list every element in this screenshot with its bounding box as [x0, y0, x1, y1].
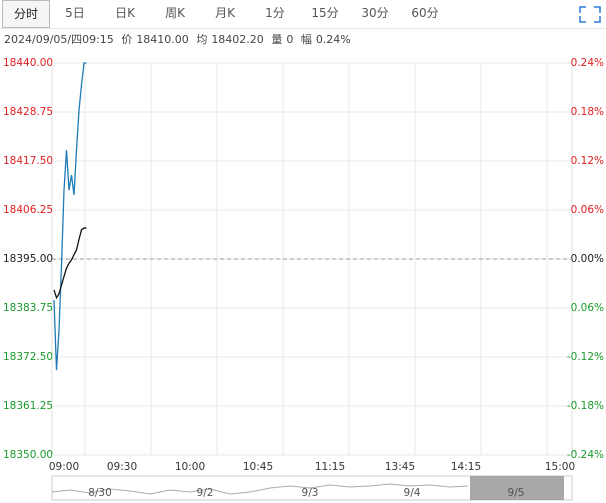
tab[interactable]: 月K: [215, 6, 235, 20]
y2-tick-label: -0.12%: [567, 351, 604, 363]
amplitude: 0.24%: [315, 33, 351, 46]
y2-tick-label: 0.00%: [571, 253, 604, 265]
navigator-window: [470, 476, 564, 500]
y-tick-label: 18372.50: [3, 351, 53, 363]
y2-tick-label: -0.18%: [567, 400, 604, 412]
label: 量: [271, 33, 283, 46]
x-tick-label: 09:30: [107, 461, 137, 473]
label: 价: [121, 33, 133, 46]
volume: 0: [286, 33, 294, 46]
price-line: [53, 227, 87, 300]
y-tick-label: 18417.50: [3, 155, 53, 167]
avg: 18402.20: [211, 33, 264, 46]
y2-tick-label: 0.12%: [571, 155, 604, 167]
navigator-label: 9/4: [404, 487, 421, 499]
y-tick-label: 18350.00: [3, 449, 53, 461]
y-tick-label: 18440.00: [3, 57, 53, 69]
y-tick-label: 18383.75: [3, 302, 53, 314]
y-tick-label: 18395.00: [3, 253, 53, 265]
y2-tick-label: 0.24%: [571, 57, 604, 69]
label: 均: [196, 33, 208, 46]
navigator-label: 9/5: [508, 487, 525, 499]
price-line: [53, 62, 87, 371]
price: 18410.00: [136, 33, 189, 46]
tab[interactable]: 15分: [311, 6, 339, 20]
tab[interactable]: 5日: [65, 6, 85, 20]
x-tick-label: 13:45: [385, 461, 415, 473]
navigator-label: 9/2: [197, 487, 214, 499]
label: 幅: [300, 33, 312, 46]
x-tick-label: 14:15: [451, 461, 481, 473]
x-tick-label: 11:15: [315, 461, 345, 473]
x-tick-label: 10:45: [243, 461, 273, 473]
x-tick-label: 09:00: [49, 461, 79, 473]
y-tick-label: 18361.25: [3, 400, 53, 412]
y2-tick-label: 0.06%: [571, 204, 604, 216]
tab[interactable]: 30分: [361, 6, 389, 20]
navigator-spark: [51, 483, 469, 495]
navigator-label: 8/30: [88, 487, 112, 499]
tab[interactable]: 分时: [2, 0, 50, 28]
tab[interactable]: 日K: [115, 6, 135, 20]
tab[interactable]: 60分: [411, 6, 439, 20]
navigator-label: 9/3: [302, 487, 319, 499]
y2-tick-label: -0.24%: [567, 449, 604, 461]
y-tick-label: 18428.75: [3, 106, 53, 118]
tab-bar: 分时 5日 日K 周K 月K 1分 15分 30分 60分: [0, 0, 606, 29]
x-tick-label: 10:00: [175, 461, 205, 473]
fullscreen-icon[interactable]: [579, 6, 601, 23]
y2-tick-label: 0.06%: [571, 302, 604, 314]
y-tick-label: 18406.25: [3, 204, 53, 216]
tab[interactable]: 1分: [265, 6, 285, 20]
y2-tick-label: 0.18%: [571, 106, 604, 118]
time: 2024/09/05/四09:15: [4, 33, 114, 46]
tab[interactable]: 周K: [165, 6, 185, 20]
x-tick-label: 15:00: [545, 461, 575, 473]
